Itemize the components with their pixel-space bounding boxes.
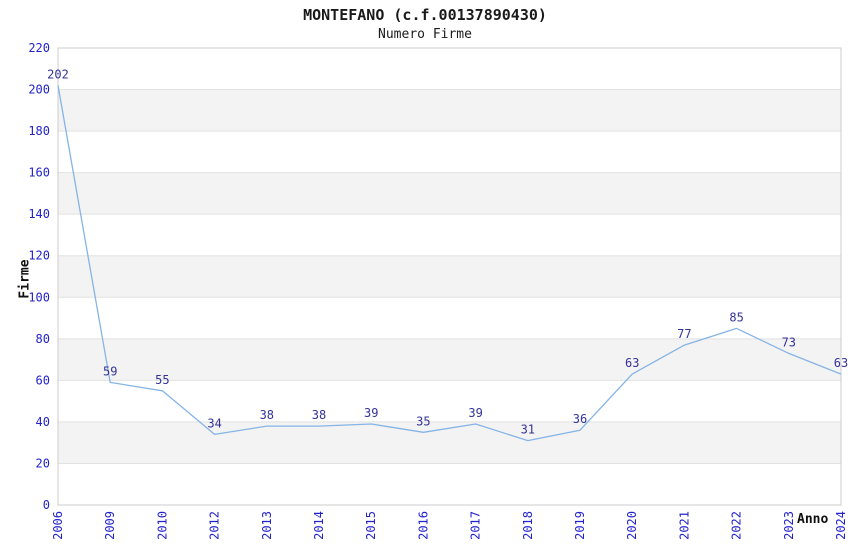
svg-text:63: 63 [834, 356, 848, 370]
svg-text:2024: 2024 [834, 511, 848, 540]
svg-text:0: 0 [43, 498, 50, 512]
svg-text:2020: 2020 [625, 511, 639, 540]
svg-text:2017: 2017 [469, 511, 483, 540]
svg-text:2009: 2009 [103, 511, 117, 540]
svg-text:60: 60 [36, 373, 50, 387]
svg-text:35: 35 [416, 414, 430, 428]
svg-text:55: 55 [155, 373, 169, 387]
svg-text:120: 120 [28, 249, 50, 263]
svg-text:85: 85 [729, 310, 743, 324]
svg-text:2021: 2021 [677, 511, 691, 540]
svg-text:2023: 2023 [782, 511, 796, 540]
y-axis-tick-labels: 0 20 40 60 80 100 120 140 160 180 200 220 [28, 41, 50, 512]
x-axis-title: Anno [797, 512, 829, 527]
svg-text:2019: 2019 [573, 511, 587, 540]
svg-text:2010: 2010 [155, 511, 169, 540]
svg-text:34: 34 [207, 416, 221, 430]
svg-text:36: 36 [573, 412, 587, 426]
svg-text:39: 39 [468, 406, 482, 420]
svg-text:140: 140 [28, 207, 50, 221]
svg-text:73: 73 [782, 335, 796, 349]
plot-bands [58, 89, 841, 464]
data-line-series [57, 85, 842, 442]
chart-subtitle: Numero Firme [378, 27, 472, 42]
svg-text:59: 59 [103, 364, 117, 378]
svg-text:2015: 2015 [364, 511, 378, 540]
svg-text:2013: 2013 [260, 511, 274, 540]
svg-text:63: 63 [625, 356, 639, 370]
svg-text:40: 40 [36, 415, 50, 429]
svg-text:202: 202 [47, 67, 69, 81]
plot-border [57, 47, 842, 506]
svg-text:2012: 2012 [208, 511, 222, 540]
gridlines [58, 89, 841, 464]
svg-text:200: 200 [28, 83, 50, 97]
svg-text:2018: 2018 [521, 511, 535, 540]
data-point-labels: 202 59 55 34 38 38 39 35 39 31 36 63 77 85 73 63 [47, 67, 848, 436]
svg-text:39: 39 [364, 406, 378, 420]
svg-text:38: 38 [260, 408, 274, 422]
svg-text:2022: 2022 [730, 511, 744, 540]
svg-text:20: 20 [36, 457, 50, 471]
svg-text:160: 160 [28, 166, 50, 180]
svg-text:2014: 2014 [312, 511, 326, 540]
svg-text:38: 38 [312, 408, 326, 422]
chart-title: MONTEFANO (c.f.00137890430) [303, 6, 547, 24]
svg-text:100: 100 [28, 290, 50, 304]
svg-text:31: 31 [521, 423, 535, 437]
svg-text:2006: 2006 [51, 511, 65, 540]
svg-text:77: 77 [677, 327, 691, 341]
svg-text:80: 80 [36, 332, 50, 346]
x-axis-tick-labels: 2006 2009 2010 2012 2013 2014 2015 2016 2017 2018… [51, 511, 848, 540]
svg-text:180: 180 [28, 124, 50, 138]
svg-text:2016: 2016 [416, 511, 430, 540]
svg-text:220: 220 [28, 41, 50, 55]
